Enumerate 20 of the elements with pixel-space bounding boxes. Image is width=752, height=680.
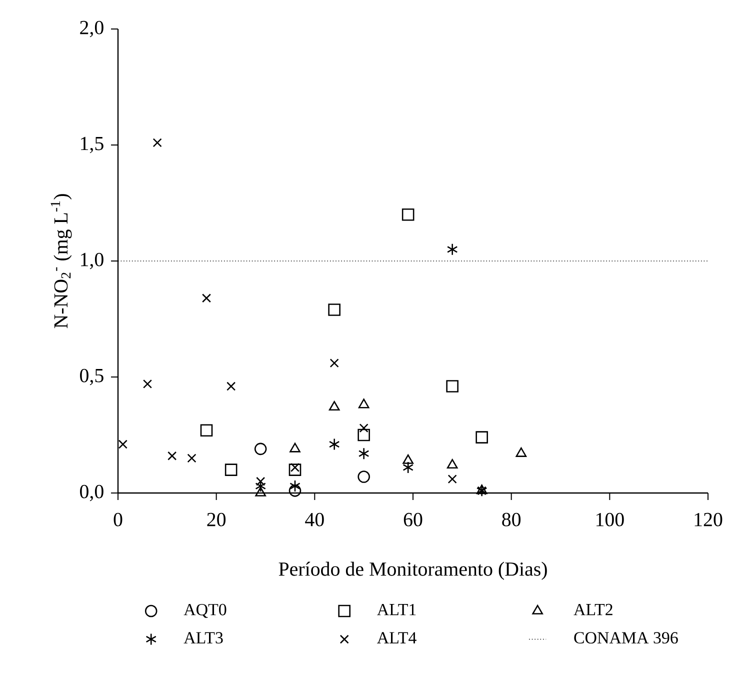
y-axis-title: N-NO$_{2}$$^{-}$ (mg L$^{-1}$) [50, 194, 72, 328]
y-tick-label: 1,5 [81, 136, 104, 154]
x-tick-label: 120 [694, 512, 722, 526]
x-tick-label: 60 [404, 512, 422, 526]
legend-label: ALT3 [184, 632, 223, 644]
legend-label: CONAMA 396 [574, 632, 678, 644]
x-tick-label: 0 [114, 512, 122, 526]
x-axis-title: Período de Monitoramento (Dias) [278, 562, 547, 580]
legend-label: ALT4 [377, 632, 416, 644]
x-tick-label: 100 [596, 512, 624, 526]
y-tick-label: 0,5 [80, 368, 104, 386]
legend-label: ALT1 [377, 604, 416, 616]
x-tick-label: 80 [502, 512, 521, 526]
x-tick-label: 20 [207, 512, 226, 526]
y-tick-label: 2,0 [80, 20, 104, 38]
x-tick-label: 40 [305, 512, 324, 526]
y-tick-label: 0,0 [80, 484, 104, 502]
y-tick-label: 1,0 [81, 252, 104, 270]
legend-label: ALT2 [574, 604, 612, 616]
legend-label: AQT0 [184, 604, 226, 618]
